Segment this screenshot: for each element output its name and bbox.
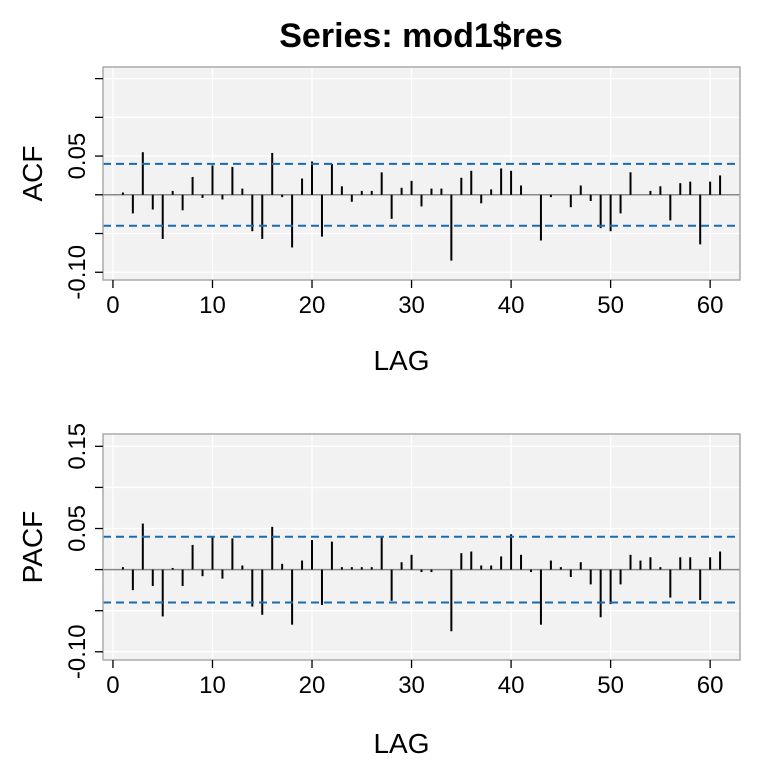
- x-tick-label: 30: [398, 292, 425, 319]
- acf-panel: 0 10 20 30 40 50 60 -0.10 0.05 LAG ACF: [17, 66, 741, 376]
- x-tick-label: 40: [498, 292, 525, 319]
- x-tick-label: 50: [597, 292, 624, 319]
- x-tick-label: 10: [199, 292, 226, 319]
- x-tick-label: 30: [398, 672, 425, 699]
- plot-background: [103, 434, 740, 660]
- plot-background: [103, 67, 740, 280]
- x-axis-title: LAG: [373, 728, 429, 759]
- x-tick-label: 0: [106, 292, 119, 319]
- x-axis-title: LAG: [373, 345, 429, 376]
- x-tick-label: 50: [597, 672, 624, 699]
- x-tick-label: 20: [299, 672, 326, 699]
- y-tick-label: -0.10: [64, 624, 91, 679]
- x-tick-label: 0: [106, 672, 119, 699]
- y-tick-label: -0.10: [64, 245, 91, 300]
- y-tick-label: 0.15: [64, 423, 91, 470]
- x-tick-label: 40: [498, 672, 525, 699]
- plot-border: [102, 66, 741, 281]
- y-axis-title: PACF: [17, 511, 48, 584]
- plot-border: [102, 433, 741, 661]
- x-tick-label: 60: [697, 292, 724, 319]
- x-tick-label: 20: [299, 292, 326, 319]
- x-tick-label: 10: [199, 672, 226, 699]
- y-tick-label: 0.05: [64, 133, 91, 180]
- y-axis-title: ACF: [17, 146, 48, 202]
- y-tick-label: 0.05: [64, 505, 91, 552]
- chart-title: Series: mod1$res: [279, 17, 563, 55]
- x-tick-label: 60: [697, 672, 724, 699]
- pacf-panel: 0 10 20 30 40 50 60 -0.10 0.05 0.15 LAG PACF: [17, 423, 741, 759]
